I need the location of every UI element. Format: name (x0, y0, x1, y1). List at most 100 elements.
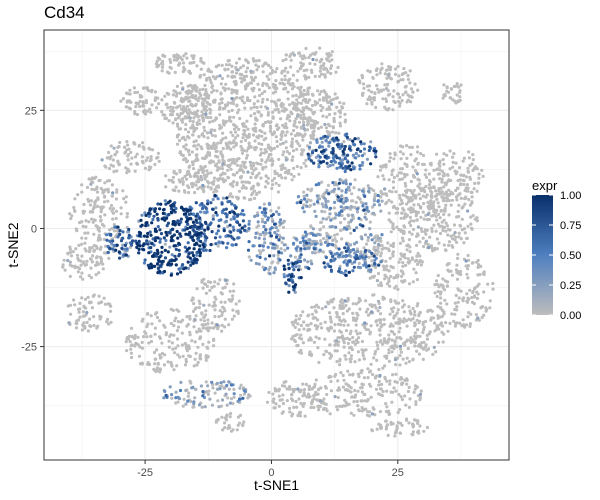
data-point (438, 216, 442, 220)
data-point (265, 106, 270, 111)
data-point (397, 301, 401, 305)
data-point (334, 96, 338, 100)
data-point (281, 393, 285, 397)
data-point (378, 236, 383, 240)
data-point (198, 335, 203, 339)
data-point (477, 181, 481, 185)
data-point (321, 98, 326, 102)
data-point (473, 181, 477, 185)
data-point (370, 412, 374, 416)
data-point (128, 340, 132, 344)
data-point (407, 200, 411, 204)
data-point (290, 320, 294, 324)
data-point (271, 392, 275, 396)
data-point (385, 405, 389, 409)
data-point (105, 320, 109, 324)
data-point (393, 67, 398, 71)
data-point (107, 156, 111, 160)
data-point (394, 284, 398, 288)
data-point (241, 124, 246, 128)
data-point (263, 214, 268, 218)
data-point (388, 379, 392, 383)
data-point (192, 144, 196, 148)
data-point (274, 135, 278, 139)
data-point (177, 178, 181, 182)
data-point (343, 169, 347, 174)
data-point (99, 219, 103, 223)
data-point (326, 122, 330, 126)
data-point (323, 122, 327, 127)
data-point (144, 99, 148, 103)
data-point (357, 261, 361, 265)
data-point (127, 233, 131, 237)
data-point (212, 338, 216, 343)
data-point (196, 115, 200, 119)
data-point (466, 276, 470, 280)
data-point (262, 224, 266, 229)
data-point (271, 110, 275, 114)
data-point (201, 168, 205, 172)
data-point (227, 140, 231, 144)
data-point (308, 238, 312, 242)
data-point (93, 202, 97, 206)
data-point (299, 401, 303, 405)
data-point (371, 372, 375, 377)
data-point (349, 231, 353, 235)
data-point (394, 363, 398, 367)
data-point (372, 252, 377, 256)
data-point (147, 214, 151, 218)
data-point (418, 396, 423, 400)
data-point (206, 69, 210, 73)
data-point (300, 337, 304, 341)
data-point (308, 203, 313, 208)
data-point (173, 101, 177, 105)
data-point (198, 88, 202, 92)
data-point (421, 357, 425, 361)
data-point (470, 227, 474, 231)
data-point (419, 263, 423, 267)
data-point (449, 203, 453, 207)
data-point (240, 99, 244, 103)
data-point (135, 152, 139, 156)
data-point (425, 228, 429, 232)
data-point (136, 102, 140, 106)
data-point (187, 172, 192, 176)
data-point (302, 210, 306, 214)
data-point (472, 187, 476, 191)
data-point (342, 260, 346, 264)
data-point (241, 423, 245, 428)
data-point (167, 178, 171, 182)
data-point (424, 168, 428, 172)
data-point (418, 392, 423, 396)
data-point (106, 190, 110, 194)
data-point (422, 162, 426, 167)
data-point (401, 357, 405, 361)
data-point (291, 334, 295, 339)
data-point (466, 300, 470, 304)
data-point (205, 76, 209, 81)
data-point (251, 133, 256, 137)
data-point (348, 243, 353, 247)
data-point (399, 157, 403, 161)
data-point (442, 243, 446, 247)
data-point (187, 165, 191, 169)
data-point (388, 189, 392, 193)
data-point (379, 281, 383, 285)
data-point (416, 210, 420, 214)
data-point (402, 303, 406, 307)
data-point (92, 232, 96, 236)
data-point (373, 91, 377, 95)
data-point (209, 131, 213, 135)
data-point (103, 164, 107, 168)
data-point (386, 108, 390, 112)
data-point (397, 317, 401, 321)
data-point (235, 91, 239, 95)
data-point (205, 131, 210, 135)
data-point (252, 164, 256, 168)
data-point (385, 268, 389, 272)
data-point (247, 219, 251, 223)
data-point (204, 291, 208, 295)
data-point (329, 325, 333, 329)
data-point (332, 306, 336, 310)
data-point (188, 99, 192, 103)
